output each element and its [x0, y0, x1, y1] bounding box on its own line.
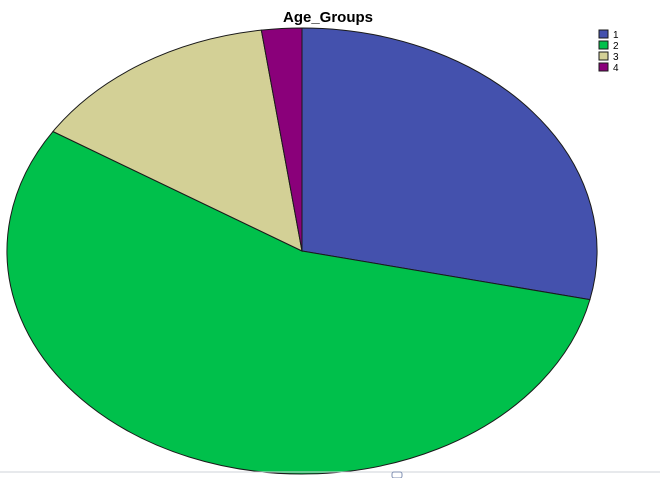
legend-swatch-2	[598, 40, 609, 50]
scroll-handle[interactable]	[391, 471, 403, 478]
legend-swatch-4	[598, 62, 609, 72]
pie-slice-2	[6, 130, 591, 475]
pie-slices	[6, 27, 598, 475]
pie-slice-3	[52, 29, 303, 252]
legend-label-1: 1	[613, 30, 619, 41]
legend-swatch-3	[598, 51, 609, 61]
chart-title: Age_Groups	[283, 9, 373, 26]
legend-label-2: 2	[613, 41, 619, 52]
legend-label-4: 4	[613, 63, 619, 74]
pie-slice-4	[260, 27, 303, 252]
legend-label-3: 3	[613, 52, 619, 63]
legend-swatch-1	[598, 29, 609, 39]
pie-slice-1	[301, 27, 598, 301]
